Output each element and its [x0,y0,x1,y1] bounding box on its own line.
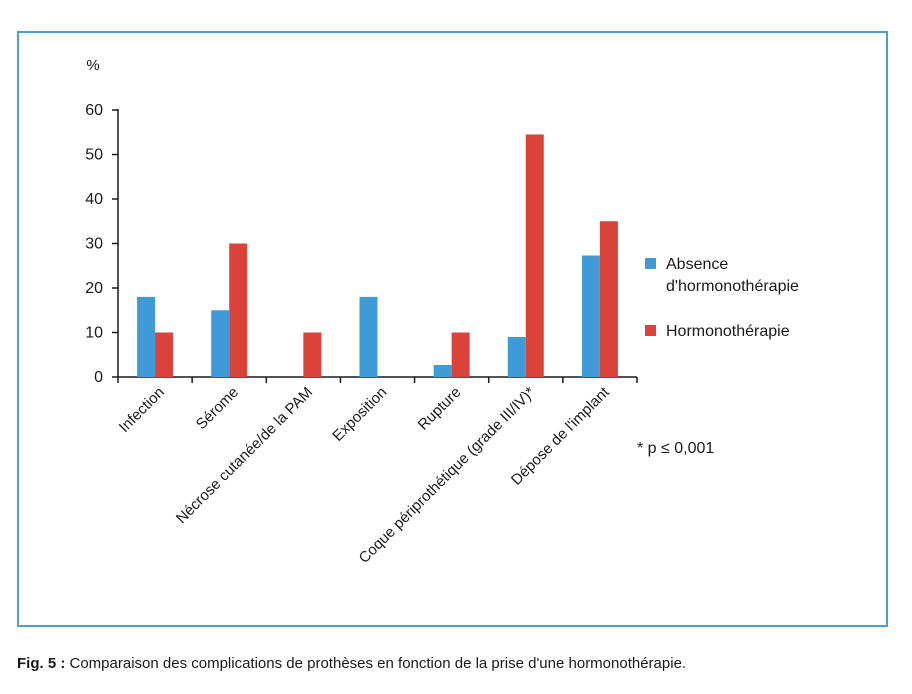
legend-label: d'hormonothérapie [666,278,799,295]
bar-absence-4 [433,364,452,377]
axes: 0 10 20 30 40 50 60 [85,102,638,386]
bar-absence-6 [581,255,600,377]
bar-hormonotherapie-4 [451,332,470,377]
y-tick-label: 50 [85,147,103,164]
figure-frame [17,31,888,627]
figure-caption: Fig. 5 : Comparaison des complications d… [17,655,686,672]
bars [137,134,618,377]
significance-annotation: * p ≤ 0,001 [637,440,714,457]
legend: Absence d'hormonothérapie Hormonothérapie [645,256,799,340]
y-tick-label: 30 [85,236,103,253]
bar-hormonotherapie-2 [303,332,322,377]
y-axis-unit-label: % [86,57,99,74]
legend-label: Hormonothérapie [666,323,790,340]
bar-absence-5 [507,336,526,377]
x-tick-label: Rupture [415,384,465,434]
legend-label: Absence [666,256,728,273]
y-tick-label: 40 [85,191,103,208]
x-tick-label: Sérome [193,384,242,433]
y-tick-label: 10 [85,325,103,342]
legend-swatch-0 [645,258,656,269]
x-tick-label: Infection [116,384,168,436]
bar-absence-0 [137,296,156,377]
bar-hormonotherapie-6 [599,221,618,377]
legend-swatch-1 [645,325,656,336]
caption-text: Comparaison des complications de prothès… [65,655,687,672]
bar-absence-1 [211,310,230,377]
bar-hormonotherapie-0 [155,332,174,377]
caption-label: Fig. 5 : [17,655,66,672]
x-tick-label: Exposition [329,384,390,445]
x-tick-label: Nécrose cutanée/de la PAM [173,384,316,527]
y-tick-label: 0 [94,369,103,386]
y-tick-label: 20 [85,280,103,297]
y-tick-label: 60 [85,102,103,119]
bar-absence-3 [359,296,378,377]
bar-hormonotherapie-1 [229,243,248,377]
bar-hormonotherapie-5 [525,134,544,377]
